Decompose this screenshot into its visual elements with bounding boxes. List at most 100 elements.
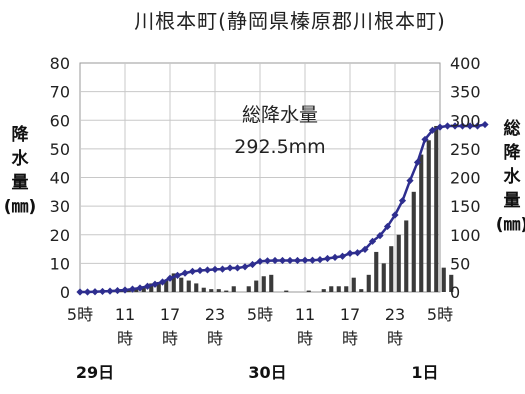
- cumulative-point: [76, 288, 84, 296]
- cumulative-point: [128, 285, 137, 293]
- cumulative-line: [76, 120, 489, 296]
- x-tick-label: 23: [205, 305, 225, 324]
- date-label: 30日: [248, 363, 286, 382]
- x-tick-label-suffix: 時: [387, 329, 403, 348]
- cumulative-point: [136, 284, 144, 292]
- precip-bar: [246, 286, 251, 292]
- precip-bar: [194, 283, 199, 292]
- x-tick-label: 17: [340, 305, 360, 324]
- precip-bar: [134, 287, 139, 292]
- cumulative-point: [121, 286, 129, 294]
- cumulative-point: [413, 158, 422, 166]
- cumulative-point: [323, 254, 332, 263]
- right-tick-label: 150: [450, 197, 481, 216]
- left-axis-label-char: 水: [12, 148, 30, 169]
- cumulative-point: [278, 256, 287, 265]
- cumulative-point: [233, 264, 242, 272]
- precip-bar: [209, 289, 214, 292]
- left-tick-label: 10: [50, 254, 70, 273]
- precip-bar: [201, 287, 206, 292]
- cumulative-point: [188, 267, 197, 275]
- cumulative-point: [398, 197, 407, 205]
- x-tick-label-suffix: 時: [297, 329, 313, 348]
- cumulative-point: [473, 122, 482, 130]
- cumulative-point: [376, 232, 384, 240]
- precip-bar: [366, 274, 371, 292]
- axes: 0 10 20 30 40 50 60 70 80 0 50 100 150 200 250 300 350 40…: [4, 54, 525, 382]
- precip-bar: [141, 286, 146, 292]
- total-annotation: 総降水量 292.5mm: [234, 104, 325, 158]
- right-tick-label: 200: [450, 169, 481, 188]
- precip-bar: [389, 246, 394, 292]
- x-tick-label-suffix: 時: [117, 329, 133, 348]
- precipitation-bars: [96, 125, 454, 292]
- x-tick-label-suffix: 時: [207, 329, 223, 348]
- date-label: 1日: [411, 363, 438, 382]
- grid-lines: [80, 63, 440, 292]
- right-tick-label: 250: [450, 140, 481, 159]
- cumulative-point: [263, 257, 272, 265]
- precip-bar: [284, 290, 289, 292]
- right-tick-label: 350: [450, 83, 481, 102]
- left-tick-label: 60: [50, 111, 70, 130]
- left-tick-label: 80: [50, 54, 70, 73]
- right-tick-label: 50: [450, 254, 470, 273]
- cumulative-point: [248, 260, 257, 269]
- precip-bar: [179, 277, 184, 292]
- precip-bar: [374, 251, 379, 292]
- total-annotation-label: 総降水量: [242, 104, 318, 126]
- x-tick-label: 5時: [427, 305, 453, 324]
- precip-bar: [261, 276, 266, 292]
- left-axis-label-char: (㎜): [4, 197, 37, 217]
- precip-bar: [396, 234, 401, 292]
- cumulative-point: [331, 253, 339, 261]
- right-axis-label-char: 降: [504, 142, 522, 163]
- cumulative-point: [98, 287, 107, 296]
- cumulative-point: [203, 266, 212, 274]
- cumulative-point: [173, 271, 182, 279]
- cumulative-point: [151, 280, 159, 288]
- precip-bar: [351, 277, 356, 292]
- cumulative-point: [308, 256, 317, 264]
- precip-bar: [164, 280, 169, 292]
- precip-bar: [381, 263, 386, 292]
- precip-bar: [329, 286, 334, 292]
- cumulative-point: [443, 122, 452, 130]
- cumulative-point: [211, 265, 219, 273]
- cumulative-point: [83, 288, 92, 296]
- left-tick-label: 40: [50, 169, 70, 188]
- precip-bar: [269, 274, 274, 292]
- right-axis-label-char: 量: [504, 190, 521, 211]
- x-tick-label: 17: [160, 305, 180, 324]
- cumulative-point: [406, 177, 414, 185]
- total-annotation-value: 292.5mm: [234, 136, 325, 158]
- cumulative-point: [316, 256, 324, 264]
- precip-bar: [224, 290, 229, 292]
- cumulative-point: [428, 126, 437, 134]
- cumulative-point: [346, 249, 354, 257]
- cumulative-point: [181, 269, 189, 277]
- x-tick-label: 23: [385, 305, 405, 324]
- precip-bar: [186, 280, 191, 292]
- cumulative-point: [368, 237, 377, 245]
- x-tick-label-suffix: 時: [342, 329, 358, 348]
- precip-bar: [149, 283, 154, 292]
- cumulative-point: [113, 286, 122, 295]
- cumulative-point: [481, 120, 489, 129]
- cumulative-point: [196, 266, 204, 275]
- precip-bar: [254, 280, 259, 292]
- precip-bar: [449, 274, 454, 292]
- cumulative-point: [286, 256, 294, 265]
- cumulative-point: [166, 274, 174, 282]
- cumulative-point: [391, 211, 399, 219]
- cumulative-point: [271, 256, 279, 265]
- left-tick-label: 70: [50, 83, 70, 102]
- left-axis-label-char: 量: [12, 172, 29, 193]
- precip-bar: [336, 286, 341, 292]
- precip-bar: [404, 220, 409, 292]
- cumulative-point: [293, 256, 302, 265]
- cumulative-point: [241, 263, 249, 271]
- precip-bar: [171, 273, 176, 292]
